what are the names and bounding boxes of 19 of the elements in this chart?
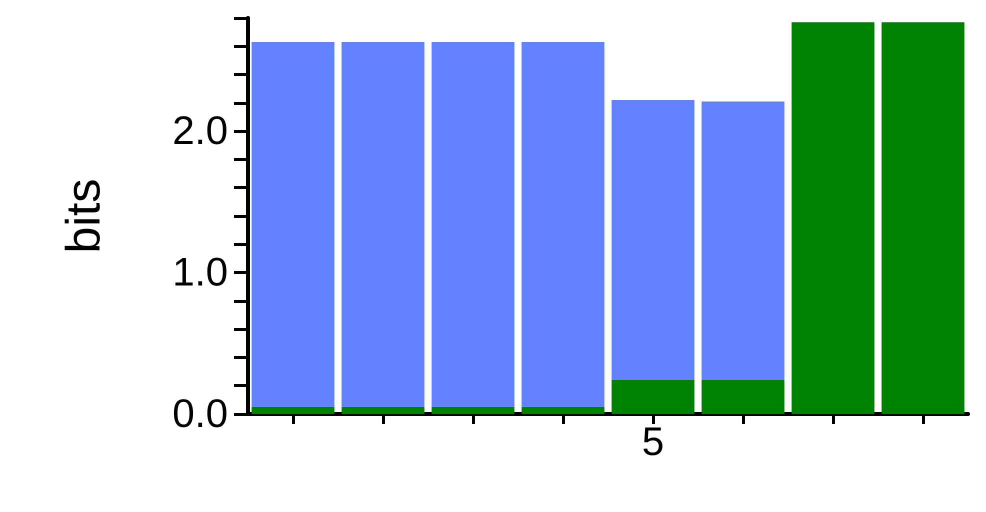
y-tick-label: 2.0 [172,109,228,154]
bar [432,42,514,407]
y-axis-title: bits [58,178,110,254]
bar [522,42,604,407]
bar [252,42,334,407]
bar [792,22,874,414]
bar [702,101,784,380]
x-tick-label: 5 [642,420,664,464]
bar [252,406,334,414]
bar [522,406,604,414]
y-tick-label: 0.0 [172,392,228,436]
bar [702,380,784,414]
bar [612,380,694,414]
bar [882,22,964,414]
bar [432,406,514,414]
bar [612,100,694,380]
bar [342,406,424,414]
y-tick-label: 1.0 [172,250,228,295]
bar [342,42,424,407]
